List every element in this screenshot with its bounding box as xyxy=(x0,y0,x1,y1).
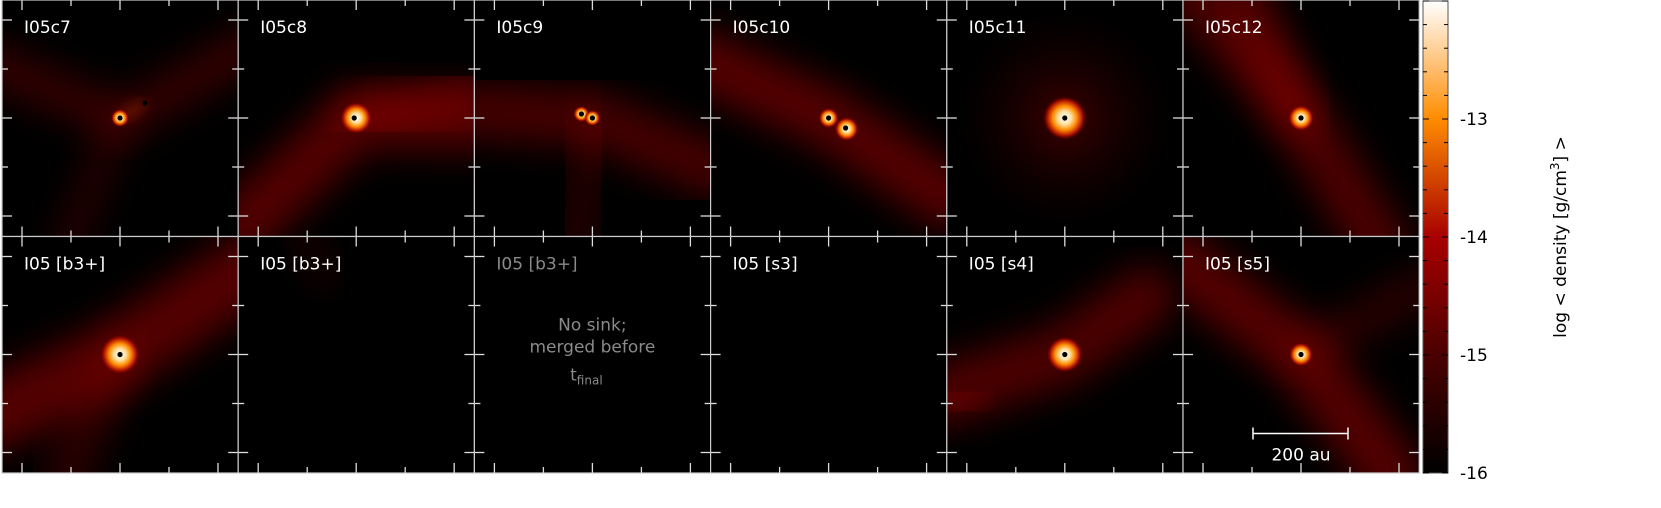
panel-label: I05 [b3+] xyxy=(260,255,341,275)
no-sink-note: No sink; xyxy=(558,316,626,336)
gas-filament xyxy=(1283,269,1420,372)
sink-particle xyxy=(1298,115,1304,121)
density-panel: I05 [b3+] xyxy=(237,235,475,474)
sink-particle xyxy=(117,351,123,358)
gas-filament xyxy=(46,334,140,473)
t-final-label: tfinal xyxy=(570,366,603,388)
colorbar: -13 -14 -15 -16 log < density [g/cm3] > xyxy=(1422,0,1571,484)
colorbar-label-end: ] > xyxy=(1551,136,1571,162)
colorbar-tick-label: -15 xyxy=(1460,346,1488,366)
sink-particle xyxy=(1062,351,1068,358)
panel-label: I05 [s4] xyxy=(969,255,1034,275)
axis-ticks xyxy=(946,0,1183,237)
panel-label: I05c9 xyxy=(496,18,543,38)
axis-ticks xyxy=(710,236,947,473)
axis-ticks xyxy=(238,236,475,473)
panel-background xyxy=(474,236,711,473)
axis-ticks xyxy=(946,236,1183,473)
density-panel: I05 [s3] xyxy=(709,235,948,474)
panel-label: I05c8 xyxy=(260,18,307,38)
sink-particle xyxy=(117,115,123,121)
density-panel: I05c7 xyxy=(1,0,239,238)
axis-ticks xyxy=(1183,236,1420,473)
density-panel: I05c12 xyxy=(1182,0,1420,238)
axis-ticks xyxy=(1183,0,1420,237)
density-panel: I05c8 xyxy=(237,0,475,238)
axis-ticks xyxy=(474,236,711,473)
panel-background xyxy=(710,236,947,473)
t-symbol: t xyxy=(570,366,577,386)
gas-filament xyxy=(1225,0,1321,138)
density-panel: I05c10 xyxy=(709,0,948,238)
axis-ticks xyxy=(2,236,239,473)
panel-label: I05c12 xyxy=(1205,18,1263,38)
sink-particle xyxy=(1298,351,1304,358)
sink-particle xyxy=(843,125,849,131)
panel-label: I05 [b3+] xyxy=(24,255,105,275)
sink-particle xyxy=(578,111,584,117)
scale-bar xyxy=(1252,427,1349,440)
density-panel: I05 [s5] 200 au xyxy=(1182,235,1420,474)
colorbar-label: log < density [g/cm3] > xyxy=(1548,136,1571,338)
density-panel: I05 [b3+] xyxy=(1,235,239,474)
sink-particle xyxy=(589,115,595,121)
density-panel: I05 [b3+] No sink;merged before tfinal xyxy=(473,235,712,474)
no-sink-note: merged before xyxy=(529,338,655,358)
colorbar-tick-label: -14 xyxy=(1460,228,1488,248)
panel-label: I05c10 xyxy=(733,18,791,38)
panel-label: I05c11 xyxy=(969,18,1027,38)
colorbar-tick-label: -16 xyxy=(1460,464,1488,484)
panel-label: I05c7 xyxy=(24,18,71,38)
axis-ticks xyxy=(474,0,711,237)
gas-filament xyxy=(338,70,475,138)
panel-label: I05 [s3] xyxy=(733,255,798,275)
sink-particle xyxy=(351,115,357,121)
density-panel: I05 [s4] xyxy=(946,235,1184,474)
gas-filament xyxy=(946,386,987,416)
axis-ticks xyxy=(710,0,947,237)
panel-frame xyxy=(1182,235,1420,474)
density-panel: I05c11 xyxy=(946,0,1184,238)
colorbar-tick-label: -13 xyxy=(1460,110,1488,130)
colorbar-label-main: log < density [g/cm xyxy=(1551,170,1571,338)
sink-particle xyxy=(1062,115,1068,121)
scale-bar-label: 200 au xyxy=(1271,446,1330,466)
sink-particle xyxy=(826,115,832,121)
t-subscript: final xyxy=(577,374,603,388)
axis-ticks xyxy=(238,0,475,237)
panel-background xyxy=(238,236,475,473)
panel-label: I05 [s5] xyxy=(1205,255,1270,275)
colorbar-label-sup: 3 xyxy=(1548,162,1562,170)
panel-label: I05 [b3+] xyxy=(496,255,577,275)
sink-particle xyxy=(142,100,148,106)
density-panel: I05c9 xyxy=(473,0,712,238)
gas-filament xyxy=(286,236,344,292)
axis-ticks xyxy=(2,0,239,237)
